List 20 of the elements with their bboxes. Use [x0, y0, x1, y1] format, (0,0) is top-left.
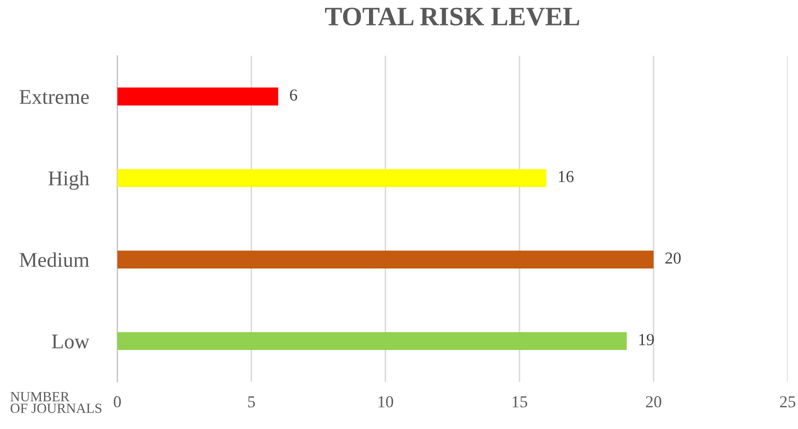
x-tick-label: 15 [512, 396, 528, 408]
data-label: 20 [665, 252, 681, 264]
y-tick-label: Medium [20, 252, 90, 267]
bar [117, 169, 546, 187]
bar [117, 332, 627, 350]
data-label: 19 [639, 334, 654, 346]
x-tick-label: 5 [248, 396, 255, 408]
y-tick-label: Extreme [20, 90, 89, 104]
chart-title: TOTAL RISK LEVEL [325, 8, 580, 26]
x-tick-label: 10 [378, 396, 394, 408]
y-tick-label: Low [52, 334, 90, 348]
data-label: 6 [290, 89, 298, 101]
x-tick-label: 20 [646, 396, 662, 408]
x-tick-label: 25 [780, 396, 796, 408]
y-tick-label: High [48, 170, 90, 190]
bar [117, 88, 278, 106]
x-axis-title: NUMBER OF JOURNALS [10, 392, 102, 413]
x-tick-label: 0 [114, 396, 121, 408]
bar [117, 250, 654, 269]
data-label: 16 [558, 171, 574, 182]
